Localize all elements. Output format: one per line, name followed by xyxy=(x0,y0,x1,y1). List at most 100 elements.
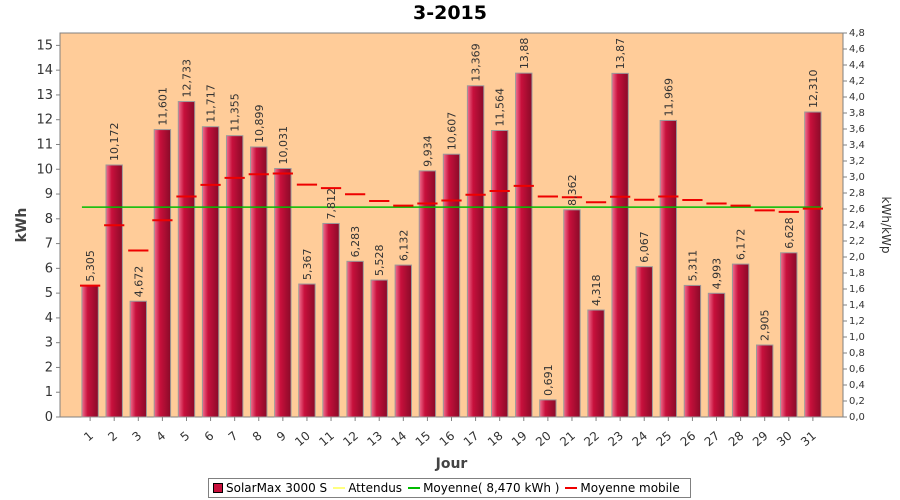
y2-axis-title: kWh/kWp xyxy=(879,197,893,254)
y-tick-label: 10 xyxy=(36,162,53,177)
bar-value-label: 11,564 xyxy=(494,88,507,126)
x-tick-label: 12 xyxy=(340,429,361,450)
x-tick-label: 2 xyxy=(105,429,120,445)
y2-tick-label: 3,4 xyxy=(849,140,865,151)
bar xyxy=(635,266,653,418)
bar-value-label: 6,628 xyxy=(783,217,796,249)
bar xyxy=(298,283,316,418)
y2-tick-label: 2,8 xyxy=(849,188,865,199)
y2-tick-label: 3,6 xyxy=(849,124,865,135)
bar xyxy=(201,126,220,418)
bar-value-label: 9,934 xyxy=(421,135,434,167)
bar xyxy=(274,167,292,418)
legend-label-solarmax: SolarMax 3000 S xyxy=(226,481,328,495)
bar xyxy=(466,85,485,418)
y-tick-label: 7 xyxy=(45,237,53,252)
x-tick-label: 1 xyxy=(81,429,96,445)
legend-swatch-moyenne xyxy=(408,487,421,489)
y-tick-label: 0 xyxy=(45,410,53,425)
y-tick-label: 4 xyxy=(45,311,53,326)
x-tick-label: 3 xyxy=(129,429,144,445)
x-tick-label: 30 xyxy=(774,429,795,450)
y2-tick-label: 0,0 xyxy=(849,412,865,423)
bar-value-label: 5,311 xyxy=(686,250,699,282)
legend-item-solarmax: SolarMax 3000 S xyxy=(213,481,327,495)
x-tick-label: 7 xyxy=(226,429,241,445)
x-tick-label: 29 xyxy=(750,429,771,450)
bar-value-label: 13,88 xyxy=(518,38,531,70)
bar-value-label: 10,899 xyxy=(253,104,266,143)
y2-tick-label: 3,8 xyxy=(849,108,865,119)
legend-label-moyenne-mobile: Moyenne mobile xyxy=(580,481,680,495)
x-tick-label: 25 xyxy=(654,429,675,450)
legend-item-attendus: Attendus xyxy=(333,481,402,495)
bar-value-label: 7,812 xyxy=(325,188,338,220)
bar xyxy=(707,292,726,418)
x-tick-label: 26 xyxy=(678,429,699,450)
y2-tick-label: 0,8 xyxy=(849,348,865,359)
y2-tick-label: 2,2 xyxy=(849,236,865,247)
x-tick-label: 19 xyxy=(509,429,530,450)
x-tick-label: 21 xyxy=(557,429,578,450)
y2-tick-label: 4,6 xyxy=(849,44,865,55)
bar-value-label: 6,283 xyxy=(349,226,362,258)
y2-tick-label: 2,4 xyxy=(849,220,865,231)
y-tick-label: 15 xyxy=(36,38,53,53)
y2-tick-label: 1,4 xyxy=(849,300,865,311)
y-tick-label: 3 xyxy=(45,336,53,351)
bar-value-label: 2,905 xyxy=(759,310,772,342)
bar-value-label: 5,367 xyxy=(301,249,314,281)
bar-value-label: 4,993 xyxy=(711,258,724,290)
x-tick-label: 8 xyxy=(250,429,265,445)
bar-value-label: 11,969 xyxy=(662,78,675,117)
x-tick-label: 15 xyxy=(413,429,434,450)
legend-swatch-moyenne-mobile xyxy=(565,487,578,489)
bar-value-label: 10,172 xyxy=(108,122,121,161)
bar-value-label: 12,733 xyxy=(180,59,193,98)
bar xyxy=(780,252,798,418)
x-tick-label: 13 xyxy=(364,429,385,450)
legend-label-attendus: Attendus xyxy=(348,481,403,495)
bar-value-label: 13,87 xyxy=(614,38,627,70)
x-tick-label: 9 xyxy=(274,429,289,445)
bar-value-label: 6,132 xyxy=(397,230,410,262)
legend-swatch-attendus xyxy=(333,487,346,489)
legend: SolarMax 3000 S Attendus Moyenne( 8,470 … xyxy=(208,478,691,498)
x-tick-label: 31 xyxy=(798,429,819,450)
legend-item-moyenne-mobile: Moyenne mobile xyxy=(565,481,680,495)
bar-value-label: 5,528 xyxy=(373,245,386,277)
bar xyxy=(515,72,533,418)
bar xyxy=(731,263,750,418)
bar-value-label: 4,318 xyxy=(590,275,603,307)
bar xyxy=(611,72,629,418)
bar xyxy=(81,285,99,418)
x-tick-label: 28 xyxy=(726,429,747,450)
y2-tick-label: 0,4 xyxy=(849,380,865,391)
bar-value-label: 11,717 xyxy=(205,84,218,123)
bar xyxy=(659,119,678,418)
x-tick-label: 20 xyxy=(533,429,554,450)
bar-value-label: 6,172 xyxy=(735,229,748,261)
legend-item-moyenne: Moyenne( 8,470 kWh ) xyxy=(408,481,559,495)
y-tick-label: 11 xyxy=(36,137,53,152)
bar xyxy=(563,209,581,418)
chart-title: 3-2015 xyxy=(413,2,487,24)
y-tick-label: 6 xyxy=(45,261,53,276)
y-tick-label: 12 xyxy=(36,113,53,128)
bar xyxy=(587,309,605,418)
bar-value-label: 6,067 xyxy=(638,231,651,263)
bar xyxy=(539,399,557,418)
y2-tick-label: 2,0 xyxy=(849,252,865,263)
y-tick-label: 8 xyxy=(45,212,53,227)
y-tick-label: 5 xyxy=(45,286,53,301)
bar-value-label: 10,031 xyxy=(277,126,290,165)
bar-value-label: 12,310 xyxy=(807,70,820,109)
legend-swatch-solarmax xyxy=(213,483,223,493)
x-tick-label: 27 xyxy=(702,429,723,450)
y-axis-title: kWh xyxy=(14,208,30,243)
x-axis-title: Jour xyxy=(435,456,468,472)
x-tick-label: 22 xyxy=(581,429,602,450)
bar xyxy=(804,111,822,418)
y2-tick-label: 1,8 xyxy=(849,268,865,279)
